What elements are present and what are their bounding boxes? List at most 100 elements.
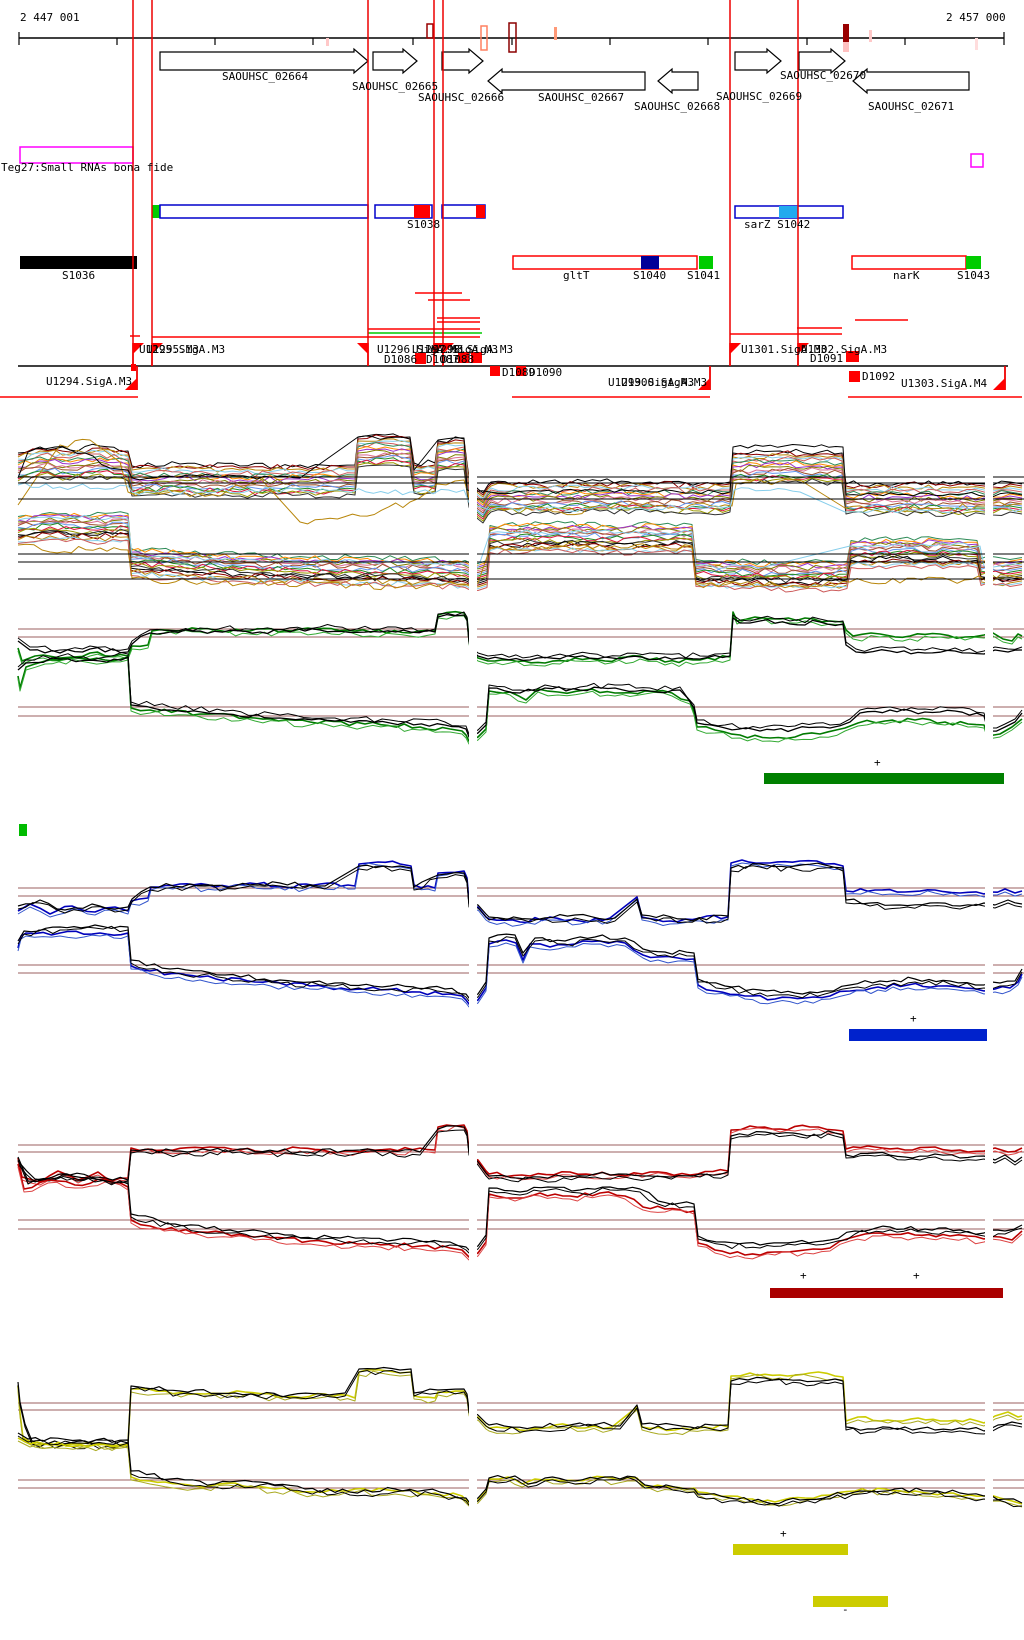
feature-srna-box-right[interactable] xyxy=(970,153,984,168)
gene-label: SAOUHSC_02664 xyxy=(222,70,309,83)
expression-trace xyxy=(17,1370,1023,1450)
tss-site-box[interactable] xyxy=(490,366,500,376)
tss-label: U1302.SigA.M3 xyxy=(801,343,888,356)
tss-label: U1294.SigA.M3 xyxy=(46,375,133,388)
tss-label: U1303.SigA.M4 xyxy=(901,377,988,390)
gene-arrow-SAOUHSC_02666[interactable] xyxy=(441,47,484,75)
expression-trace xyxy=(17,438,1023,525)
feature-gltt-navy-seg[interactable] xyxy=(641,256,659,269)
tss-site-box[interactable] xyxy=(458,352,469,363)
feature-s1038-red-seg2[interactable] xyxy=(476,205,485,218)
plus-mark: + xyxy=(874,756,881,769)
tss-down-flag[interactable] xyxy=(125,378,137,390)
tss-label: D1091 xyxy=(810,352,844,365)
variant-mark[interactable] xyxy=(869,30,872,42)
tss-site-box[interactable] xyxy=(849,371,860,382)
plus-mark: + xyxy=(913,1269,920,1282)
expression-trace xyxy=(17,520,1023,575)
variant-mark[interactable] xyxy=(480,25,488,51)
feature-s1041-green-seg[interactable] xyxy=(699,256,713,269)
tss-site-box[interactable] xyxy=(516,366,526,376)
plus-mark: + xyxy=(780,1527,787,1540)
gene-label: SAOUHSC_02670 xyxy=(780,69,867,82)
expression-trace xyxy=(17,514,1023,569)
expression-trace xyxy=(17,454,1023,516)
expression-trace xyxy=(17,1440,1023,1508)
feature-s1043-green-seg[interactable] xyxy=(966,256,981,269)
expression-trace xyxy=(17,1368,1023,1447)
ruler-end-label: 2 457 000 xyxy=(946,11,1006,24)
tss-site-box[interactable] xyxy=(846,351,859,362)
tss-up-flag[interactable] xyxy=(798,343,809,354)
feature-sarz-cyan-seg[interactable] xyxy=(779,206,798,218)
gene-label: SAOUHSC_02669 xyxy=(716,90,803,103)
expression-trace xyxy=(17,452,1023,512)
feature-gltt-bar[interactable] xyxy=(512,255,698,270)
tss-up-flag[interactable] xyxy=(152,343,163,354)
plus-mark: + xyxy=(910,1012,917,1025)
feature-s1038-bar-b[interactable] xyxy=(374,204,433,219)
panel-gap xyxy=(985,600,993,756)
feature-label: S1036 xyxy=(62,269,96,282)
feature-label: S1038 xyxy=(407,218,441,231)
tss-label: U1297.SigA.M3 xyxy=(412,343,499,356)
condition-bar-condition-green[interactable] xyxy=(764,773,1004,784)
gene-arrow-SAOUHSC_02664[interactable] xyxy=(159,47,369,75)
variant-mark[interactable] xyxy=(554,27,557,40)
expression-trace xyxy=(17,448,1023,508)
feature-s1038-red-seg[interactable] xyxy=(414,205,430,218)
condition-bar-condition-yellow[interactable] xyxy=(813,1596,888,1607)
gene-arrow-SAOUHSC_02670[interactable] xyxy=(798,47,846,75)
variant-mark[interactable] xyxy=(508,22,517,53)
panel-gap xyxy=(985,1335,993,1518)
expression-trace xyxy=(17,1163,1023,1258)
condition-bar-condition-red[interactable] xyxy=(770,1288,1003,1298)
tss-up-flag[interactable] xyxy=(357,343,368,354)
expression-trace xyxy=(17,656,1023,742)
condition-bar-condition-blue[interactable] xyxy=(849,1029,987,1041)
tss-down-flag[interactable] xyxy=(698,378,710,390)
gene-arrow-SAOUHSC_02668[interactable] xyxy=(657,67,699,95)
expression-trace xyxy=(17,530,1023,586)
panel-gap xyxy=(469,424,477,596)
variant-mark[interactable] xyxy=(843,24,849,42)
expression-trace xyxy=(17,611,1023,659)
gene-label: SAOUHSC_02666 xyxy=(418,91,505,104)
tss-up-flag[interactable] xyxy=(443,343,454,354)
variant-mark[interactable] xyxy=(326,38,329,46)
gene-arrow-SAOUHSC_02665[interactable] xyxy=(372,47,418,75)
condition-bar-condition-yellow[interactable] xyxy=(733,1544,848,1555)
tss-label: D1090 xyxy=(529,366,563,379)
expression-trace xyxy=(17,433,1023,494)
tss-site-box[interactable] xyxy=(471,352,482,363)
feature-label: S1041 xyxy=(687,269,721,282)
gene-arrow-SAOUHSC_02671[interactable] xyxy=(852,67,970,95)
tss-label: U1295.M3 xyxy=(146,343,199,356)
expression-trace xyxy=(17,925,1023,1002)
variant-mark[interactable] xyxy=(843,42,849,52)
gene-arrow-SAOUHSC_02667[interactable] xyxy=(487,67,646,95)
feature-s1038-green-seg[interactable] xyxy=(152,205,160,218)
feature-s1036-bar[interactable] xyxy=(20,256,137,269)
expression-trace xyxy=(17,1435,1023,1508)
tss-down-flag[interactable] xyxy=(993,378,1005,390)
tss-label: D1087 xyxy=(426,353,460,366)
tss-site-box[interactable] xyxy=(415,353,426,364)
feature-nark-bar[interactable] xyxy=(851,255,967,270)
panel-gap xyxy=(985,424,993,596)
expression-trace xyxy=(17,438,1023,498)
tss-site-box[interactable] xyxy=(131,364,136,371)
variant-mark[interactable] xyxy=(426,23,434,39)
feature-green-marker[interactable] xyxy=(19,824,27,836)
expression-trace xyxy=(17,517,1023,571)
feature-s1038-bar-a[interactable] xyxy=(159,204,369,219)
panel-gap xyxy=(985,1085,993,1262)
variant-mark[interactable] xyxy=(975,38,978,50)
expression-trace xyxy=(17,1166,1023,1261)
tss-label: D1086 xyxy=(384,353,418,366)
tss-up-flag[interactable] xyxy=(730,343,741,354)
gene-arrow-SAOUHSC_02669[interactable] xyxy=(734,47,782,75)
tss-up-flag[interactable] xyxy=(133,343,144,354)
panel-gap xyxy=(469,1085,477,1262)
panel-gap xyxy=(469,845,477,1010)
